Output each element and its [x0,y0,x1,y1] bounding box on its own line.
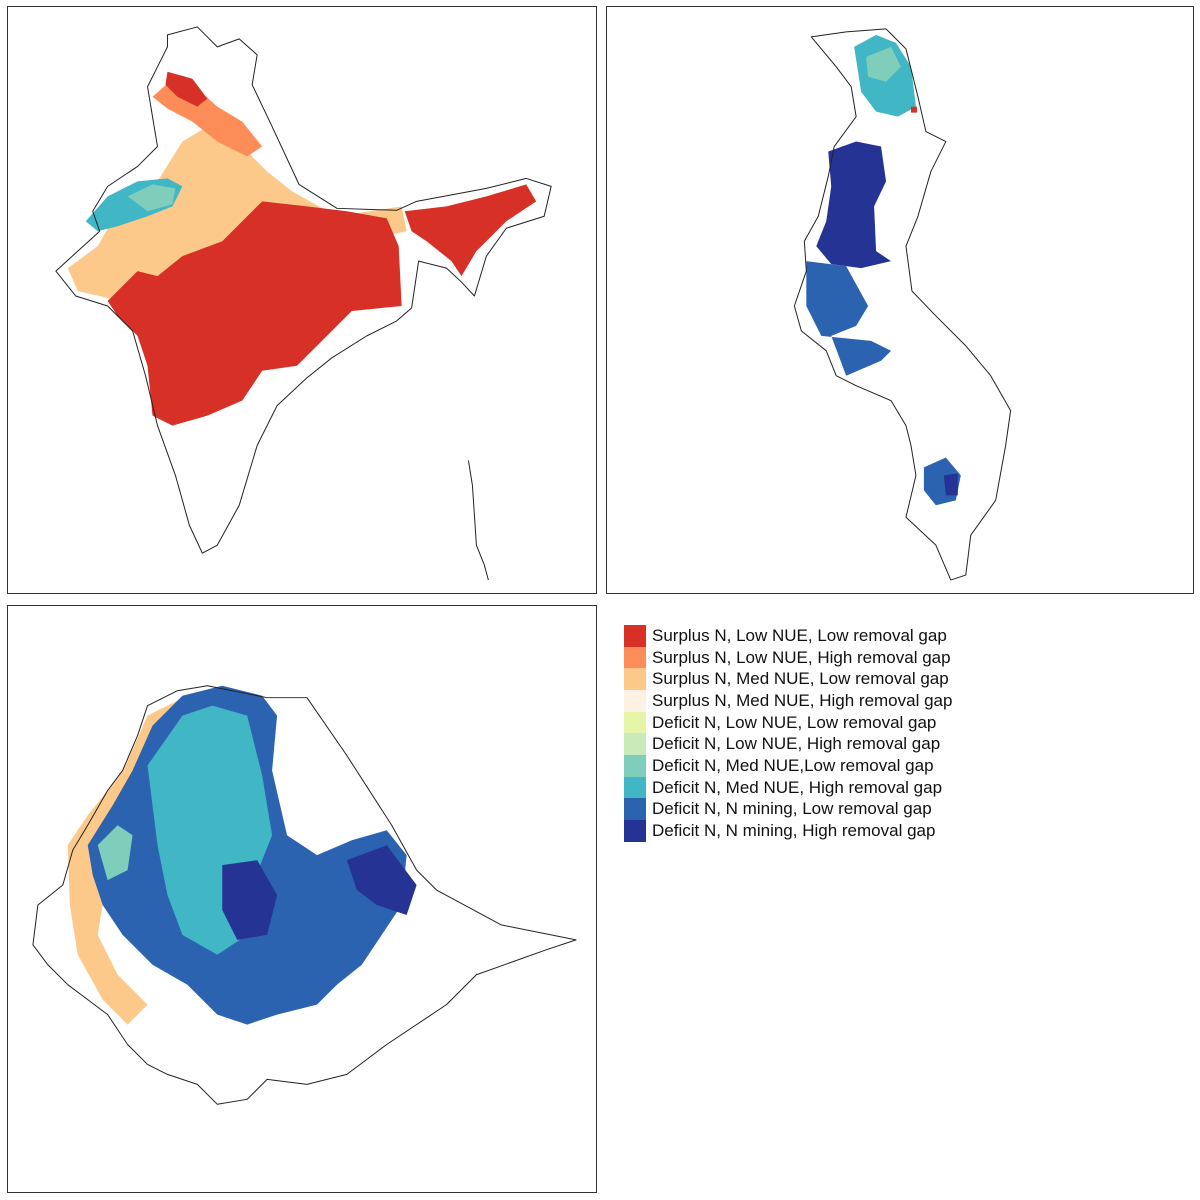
legend-swatch [624,624,646,647]
malawi-zone-surplus-cell [910,106,917,113]
malawi-zone-central-high-gap [816,141,892,269]
india-zone-low-nue-low-gap [107,201,402,426]
legend-item: Surplus N, Low NUE, High removal gap [624,646,1184,669]
legend-label: Deficit N, Low NUE, High removal gap [652,734,941,754]
legend-item: Surplus N, Med NUE, High removal gap [624,689,1184,712]
india-islands [467,460,489,581]
legend-swatch [624,776,646,799]
map-panel-india [7,6,597,594]
map-panel-malawi [606,6,1194,594]
legend-swatch [624,820,646,843]
legend-swatch [624,646,646,669]
malawi-map [793,28,1012,581]
legend-swatch [624,711,646,734]
legend-label: Deficit N, N mining, Low removal gap [652,799,932,819]
ethiopia-zone-n-mining-high-gap [222,860,278,940]
legend-label: Deficit N, Med NUE, High removal gap [652,777,943,797]
legend-label: Surplus N, Med NUE, High removal gap [652,690,953,710]
legend-item: Deficit N, Low NUE, Low removal gap [624,711,1184,734]
india-zone-med-nue-low-gap [67,126,407,316]
map-panel-ethiopia [7,605,597,1193]
malawi-zone-north-low-gap [866,46,901,82]
india-zone-northeast-low-gap [404,184,537,277]
india-zone-med-nue-low-removal [127,184,176,212]
india-map [55,26,552,581]
legend-label: Surplus N, Med NUE, Low removal gap [652,669,949,689]
legend-label: Deficit N, Med NUE,Low removal gap [652,755,934,775]
legend-item: Surplus N, Med NUE, Low removal gap [624,668,1184,691]
malawi-zone-south-high-gap [943,473,958,496]
ethiopia-outline [32,685,577,1105]
legend-swatch [624,668,646,691]
legend-label: Deficit N, N mining, High removal gap [652,821,936,841]
legend-item: Surplus N, Low NUE, Low removal gap [624,624,1184,647]
ethiopia-map [32,685,577,1105]
legend-item: Deficit N, Med NUE,Low removal gap [624,754,1184,777]
legend-swatch [624,798,646,821]
india-zone-north-low-gap [165,71,208,107]
legend-label: Surplus N, Low NUE, Low removal gap [652,625,947,645]
india-outline [55,26,552,554]
malawi-zone-central-low-gap [806,261,892,376]
legend-swatch [624,733,646,756]
legend-label: Surplus N, Low NUE, High removal gap [652,647,951,667]
malawi-outline [793,28,1012,581]
legend-item: Deficit N, Low NUE, High removal gap [624,733,1184,756]
ethiopia-zone-med-nue-low-gap [97,825,133,881]
legend-label: Deficit N, Low NUE, Low removal gap [652,712,937,732]
ethiopia-zone-east-high-gap [346,845,417,915]
legend: Surplus N, Low NUE, Low removal gap Surpl… [624,624,1184,843]
legend-swatch [624,689,646,712]
legend-item: Deficit N, Med NUE, High removal gap [624,776,1184,799]
ethiopia-zone-surplus-edge [67,700,178,1025]
legend-item: Deficit N, N mining, Low removal gap [624,798,1184,821]
legend-swatch [624,754,646,777]
legend-item: Deficit N, N mining, High removal gap [624,820,1184,843]
